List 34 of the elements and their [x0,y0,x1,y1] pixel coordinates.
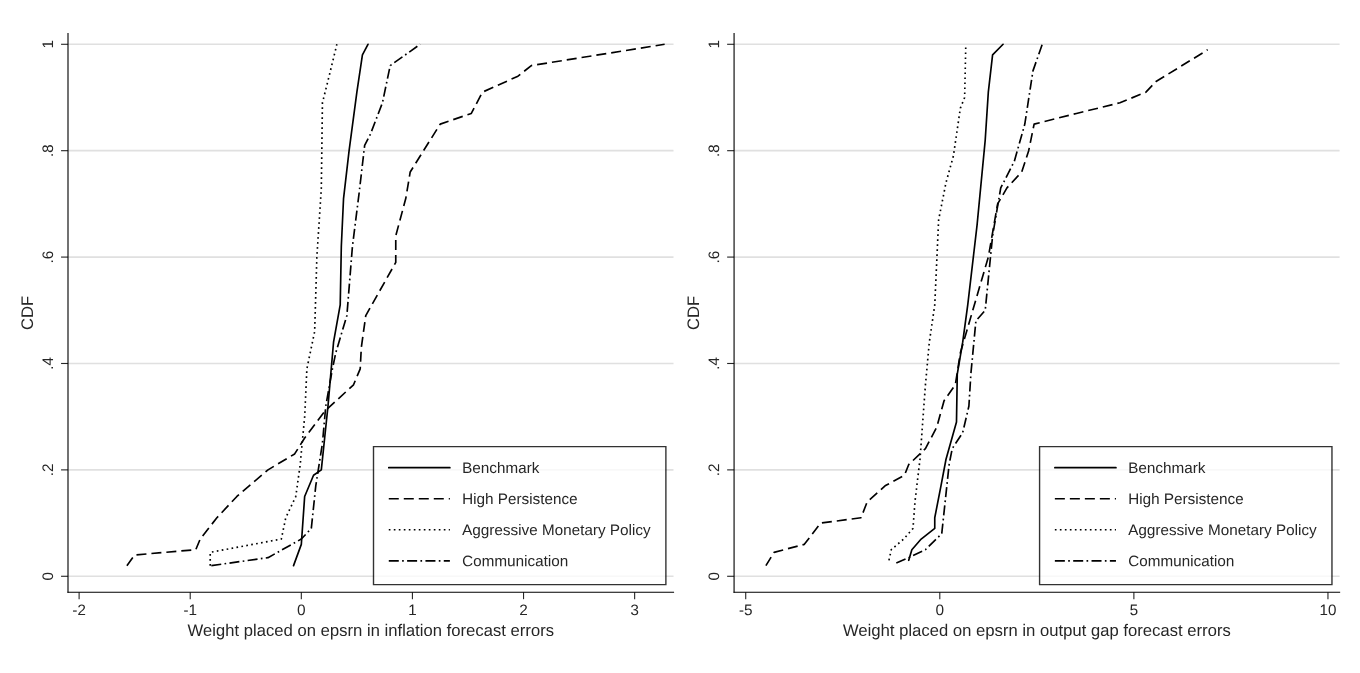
y-tick-label: .4 [708,357,720,369]
x-tick-label: -1 [184,604,197,616]
y-tick-label: 1 [42,40,54,48]
y-tick-label: .6 [42,251,54,263]
x-tick-label: -2 [73,604,86,616]
legend-label: Benchmark [463,461,540,474]
y-tick-label: .2 [708,464,720,475]
y-tick-label: 0 [708,572,720,580]
legend-label: High Persistence [463,492,577,508]
legend-label: Aggressive Monetary Policy [462,524,651,539]
legend-label: Benchmark [1129,461,1206,474]
x-tick-label: 2 [520,604,528,616]
legend-label: High Persistence [1129,492,1243,508]
x-tick-label: 1 [409,604,416,616]
y-tick-label: 1 [708,40,720,48]
y-tick-label: .6 [708,251,720,263]
y-axis-title: CDF [21,296,34,330]
x-axis-title: Weight placed on epsrn in output gap forecast errors [842,623,1231,640]
x-tick-label: -5 [739,604,752,616]
legend-label: Aggressive Monetary Policy [1128,524,1317,539]
legend-label: Communication [1128,555,1234,567]
x-tick-label: 5 [1130,604,1138,616]
legend-label: Communication [462,555,568,567]
y-tick-label: .2 [42,464,54,475]
x-tick-label: 10 [1320,604,1336,616]
y-tick-label: .4 [42,357,54,369]
x-tick-label: 0 [297,604,305,616]
y-tick-label: 0 [42,572,54,580]
x-tick-label: 3 [630,604,639,616]
y-tick-label: .8 [42,144,54,156]
x-axis-title: Weight placed on epsrn in inflation forecast errors [187,623,554,640]
y-axis-title: CDF [687,296,700,330]
y-tick-label: .8 [708,144,720,156]
x-tick-label: 0 [936,604,944,616]
